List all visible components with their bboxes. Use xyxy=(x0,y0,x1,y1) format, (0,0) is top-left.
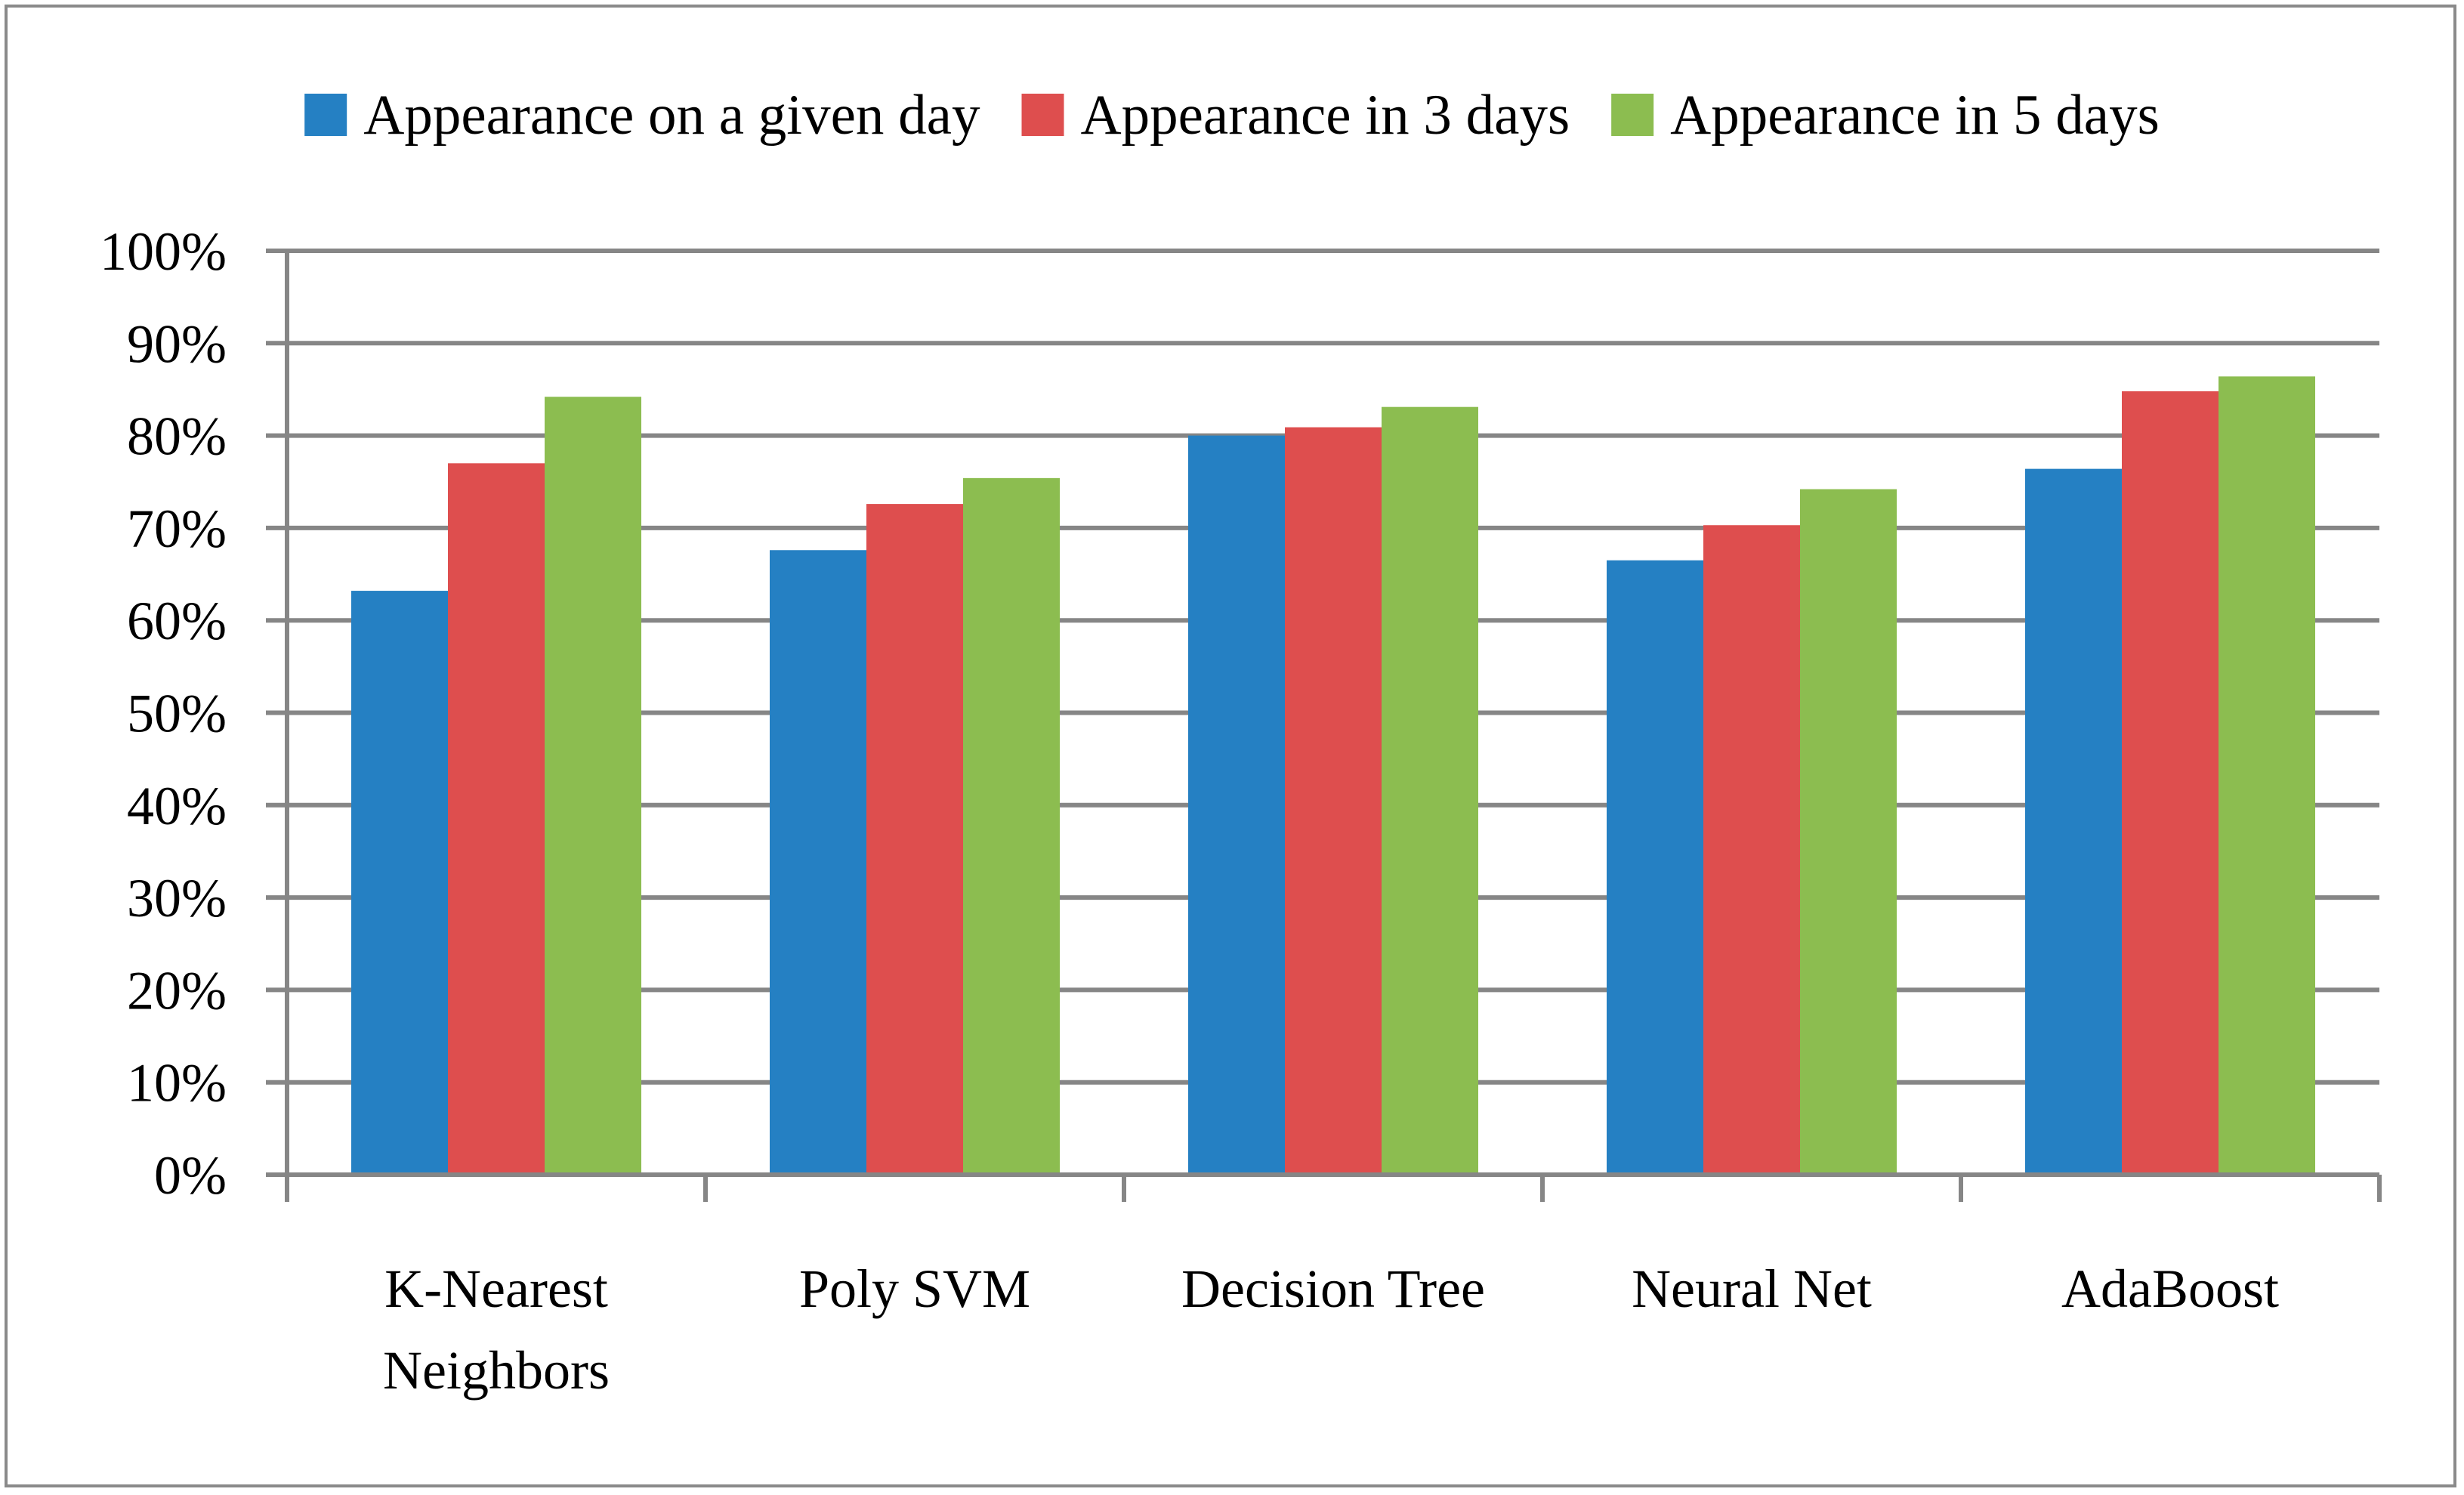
legend-swatch xyxy=(1611,94,1654,136)
y-tick-label: 90% xyxy=(127,314,227,374)
bar xyxy=(963,477,1060,1175)
y-tick-label: 30% xyxy=(127,868,227,928)
y-tick-label: 70% xyxy=(127,499,227,559)
legend-swatch xyxy=(1021,94,1064,136)
legend-label: Appearance on a given day xyxy=(363,84,980,147)
legend-swatch xyxy=(304,94,347,136)
bars xyxy=(351,376,2315,1175)
legend-label: Appearance in 5 days xyxy=(1670,84,2160,147)
x-tick-labels: K-Nearest Neighbors Poly SVM Decision Tree N… xyxy=(383,1259,2279,1401)
x-tick-label: Poly SVM xyxy=(799,1259,1030,1319)
bar xyxy=(1703,525,1800,1175)
y-tick-label: 100% xyxy=(100,221,227,282)
bar xyxy=(1607,560,1703,1175)
bar xyxy=(545,397,641,1175)
bar xyxy=(1188,435,1285,1175)
y-tick-label: 80% xyxy=(127,406,227,467)
y-tick-label: 40% xyxy=(127,776,227,836)
bar xyxy=(351,591,448,1175)
legend-label: Appearance in 3 days xyxy=(1080,84,1570,147)
y-tick-labels: 0% 10% 20% 30% 40% 50% 60% 70% 80% 90% 100% xyxy=(100,221,227,1206)
axes xyxy=(266,249,2382,1202)
y-tick-label: 60% xyxy=(127,591,227,651)
x-tick-label: Neural Net xyxy=(1632,1259,1872,1319)
bar xyxy=(1800,489,1897,1175)
bar xyxy=(2122,391,2219,1175)
x-tick-label: Neighbors xyxy=(383,1340,610,1401)
x-tick-label: K-Nearest xyxy=(384,1259,608,1319)
y-tick-label: 50% xyxy=(127,684,227,744)
bar xyxy=(2219,376,2315,1175)
legend: Appearance on a given day Appearance in 3… xyxy=(304,84,2160,147)
y-tick-label: 20% xyxy=(127,960,227,1021)
y-tick-label: 0% xyxy=(154,1145,227,1206)
bar xyxy=(770,550,866,1175)
y-tick-label: 10% xyxy=(127,1053,227,1114)
x-tick-label: AdaBoost xyxy=(2061,1259,2279,1319)
bar xyxy=(2025,468,2122,1175)
bar xyxy=(448,463,545,1175)
bar xyxy=(1285,427,1382,1175)
x-tick-label: Decision Tree xyxy=(1181,1259,1485,1319)
bar xyxy=(1382,406,1478,1175)
bar xyxy=(866,504,963,1175)
